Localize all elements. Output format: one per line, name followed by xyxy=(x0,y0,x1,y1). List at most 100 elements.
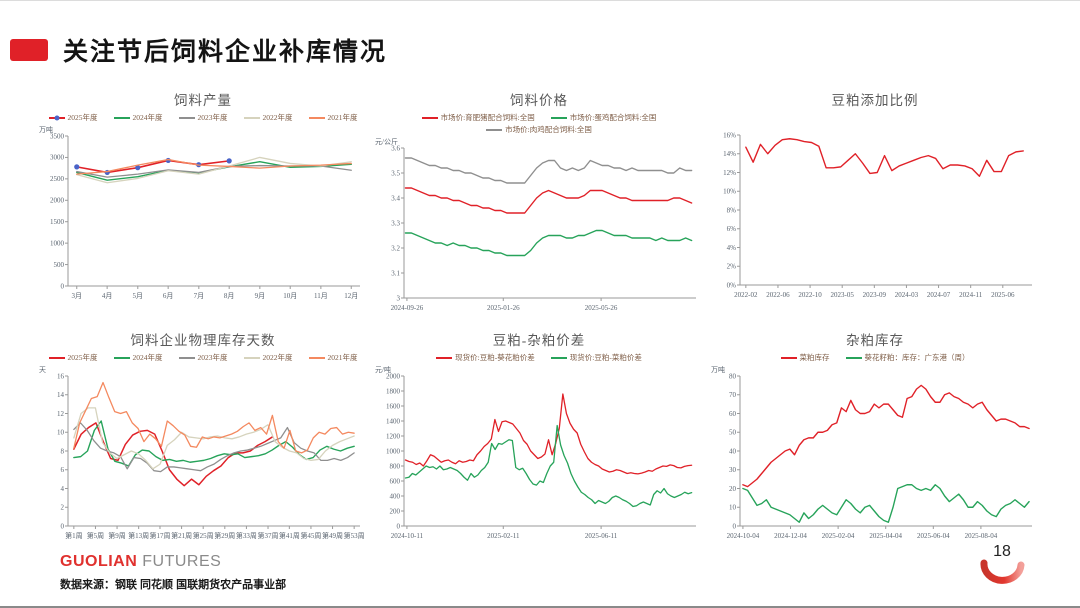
legend-swatch xyxy=(436,356,453,359)
svg-text:4月: 4月 xyxy=(102,292,113,300)
svg-text:14%: 14% xyxy=(723,150,736,158)
legend-label: 2024年度 xyxy=(132,113,163,122)
svg-text:2025-04-04: 2025-04-04 xyxy=(869,532,902,540)
chart-legend: 2025年度 2024年度 2023年度 2022年度 2021年度 xyxy=(38,112,368,123)
legend-item: 2022年度 xyxy=(243,112,293,123)
legend-item: 现货价:豆粕-菜粕价差 xyxy=(550,352,642,363)
red-swoosh-icon xyxy=(980,559,1025,584)
svg-text:第37周: 第37周 xyxy=(258,531,279,540)
svg-text:60: 60 xyxy=(729,410,737,418)
svg-text:12月: 12月 xyxy=(344,292,358,300)
svg-text:4: 4 xyxy=(61,485,65,493)
legend-label: 2023年度 xyxy=(197,353,228,362)
legend-item: 2022年度 xyxy=(243,352,293,363)
legend-swatch xyxy=(178,356,195,359)
svg-text:万吨: 万吨 xyxy=(711,365,725,374)
legend-swatch xyxy=(48,356,65,359)
chart-inventory-days: 饲料企业物理库存天数 2025年度 2024年度 2023年度 2022年度 2021年… xyxy=(38,329,368,567)
chart-title: 豆粕添加比例 xyxy=(831,93,919,108)
svg-text:20: 20 xyxy=(729,485,737,493)
legend-item: 2021年度 xyxy=(308,112,358,123)
svg-text:2000: 2000 xyxy=(50,197,65,205)
svg-text:2023-05: 2023-05 xyxy=(831,291,855,299)
legend-label: 2025年度 xyxy=(67,353,98,362)
svg-text:8月: 8月 xyxy=(224,292,235,300)
svg-text:第49周: 第49周 xyxy=(322,531,343,540)
svg-text:1500: 1500 xyxy=(50,218,65,226)
svg-text:3.3: 3.3 xyxy=(391,219,400,227)
svg-text:3.1: 3.1 xyxy=(391,269,400,277)
legend-label: 2022年度 xyxy=(262,113,293,122)
svg-text:16: 16 xyxy=(57,372,65,380)
legend-label: 2024年度 xyxy=(132,353,163,362)
svg-text:第17周: 第17周 xyxy=(149,531,170,540)
legend-item: 2023年度 xyxy=(178,112,228,123)
svg-text:万吨: 万吨 xyxy=(39,125,53,134)
svg-text:12%: 12% xyxy=(723,169,736,177)
svg-text:3500: 3500 xyxy=(50,132,65,140)
legend-label: 2025年度 xyxy=(67,113,98,122)
guolian-futures-logo: GUOLIAN FUTURES xyxy=(60,553,286,571)
chart-title: 饲料企业物理库存天数 xyxy=(130,333,276,348)
line-plot: 元/吨 0 200 400 600 800 1000 1200 1400 1600 1800 2000… xyxy=(375,365,696,540)
legend-label: 葵花籽粕：库存：广东港（周） xyxy=(864,353,970,362)
legend-item: 菜粕库存 xyxy=(780,352,830,363)
legend-swatch xyxy=(308,116,325,119)
svg-text:1000: 1000 xyxy=(50,239,65,247)
svg-text:2000: 2000 xyxy=(386,372,401,380)
legend-label: 现货价:豆粕-菜粕价差 xyxy=(569,353,642,362)
svg-text:第29周: 第29周 xyxy=(214,531,235,540)
svg-text:元/吨: 元/吨 xyxy=(375,365,391,374)
svg-text:16%: 16% xyxy=(723,131,736,139)
svg-text:10月: 10月 xyxy=(283,292,297,300)
chart-legend: 2025年度 2024年度 2023年度 2022年度 2021年度 xyxy=(38,352,368,363)
chart-legend: 市场价:育肥猪配合饲料:全国 市场价:蛋鸡配合饲料:全国 市场价:肉鸡配合饲料:全国 xyxy=(374,112,704,135)
svg-text:第53周: 第53周 xyxy=(344,531,365,540)
legend-swatch xyxy=(845,356,862,359)
svg-text:1600: 1600 xyxy=(386,402,401,410)
chart-meal-spread: 豆粕-杂粕价差 现货价:豆粕-葵花粕价差 现货价:豆粕-菜粕价差 元/吨 0 200 4… xyxy=(374,329,704,567)
svg-text:第25周: 第25周 xyxy=(193,531,214,540)
svg-text:3.2: 3.2 xyxy=(391,244,400,252)
svg-text:2025-06: 2025-06 xyxy=(991,291,1015,299)
legend-swatch xyxy=(486,128,503,131)
svg-text:8%: 8% xyxy=(727,206,737,214)
chart-soybean-meal-ratio: 豆粕添加比例 0% 2% 4% 6% 8% 10% 12% 14% 16% 2022-02 2022… xyxy=(710,89,1040,327)
svg-text:2%: 2% xyxy=(727,263,737,271)
svg-text:第33周: 第33周 xyxy=(236,531,257,540)
svg-text:10: 10 xyxy=(57,429,65,437)
svg-text:2025-05-26: 2025-05-26 xyxy=(585,304,618,312)
svg-text:3.4: 3.4 xyxy=(391,194,400,202)
svg-text:2025-06-11: 2025-06-11 xyxy=(585,532,618,540)
chart-legend xyxy=(710,112,1040,122)
svg-text:80: 80 xyxy=(729,372,737,380)
svg-text:1800: 1800 xyxy=(386,387,401,395)
svg-text:200: 200 xyxy=(390,507,401,515)
chart-title: 饲料产量 xyxy=(174,93,232,108)
svg-text:3.5: 3.5 xyxy=(391,169,400,177)
svg-text:2025-01-26: 2025-01-26 xyxy=(487,304,520,312)
legend-label: 2021年度 xyxy=(327,353,358,362)
svg-text:2022-02: 2022-02 xyxy=(734,291,758,299)
svg-text:2024-12-04: 2024-12-04 xyxy=(774,532,807,540)
svg-text:2024-10-11: 2024-10-11 xyxy=(391,532,424,540)
legend-label: 2023年度 xyxy=(197,113,228,122)
legend-item: 现货价:豆粕-葵花粕价差 xyxy=(436,352,535,363)
charts-grid: 饲料产量 2025年度 2024年度 2023年度 2022年度 2021年度 万吨 0 5… xyxy=(38,89,1046,567)
svg-text:2024-10-04: 2024-10-04 xyxy=(727,532,760,540)
svg-text:0%: 0% xyxy=(727,281,737,289)
svg-text:8: 8 xyxy=(61,447,65,455)
legend-swatch xyxy=(243,116,260,119)
svg-text:2025-08-04: 2025-08-04 xyxy=(965,532,998,540)
svg-text:第13周: 第13周 xyxy=(128,531,149,540)
svg-text:0: 0 xyxy=(733,522,737,530)
svg-text:1400: 1400 xyxy=(386,417,401,425)
svg-text:第45周: 第45周 xyxy=(300,531,321,540)
chart-feed-production: 饲料产量 2025年度 2024年度 2023年度 2022年度 2021年度 万吨 0 5… xyxy=(38,89,368,327)
svg-text:0: 0 xyxy=(61,282,65,290)
svg-text:12: 12 xyxy=(57,410,65,418)
slide-header: 关注节后饲料企业补库情况 xyxy=(10,32,387,68)
svg-text:第5周: 第5周 xyxy=(87,531,105,540)
svg-text:4%: 4% xyxy=(727,244,737,252)
